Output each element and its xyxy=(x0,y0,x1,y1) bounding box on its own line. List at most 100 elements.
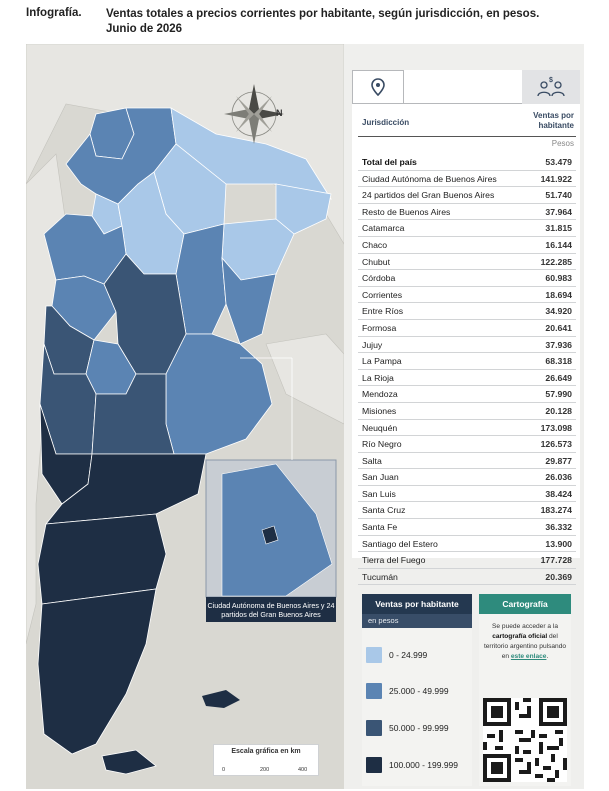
inset-caption: Ciudad Autónoma de Buenos Aires y 24 par… xyxy=(207,601,335,619)
uruguay-land xyxy=(265,333,344,425)
row-jurisdiction: 24 partidos del Gran Buenos Aires xyxy=(362,190,495,201)
table-row: La Pampa 68.318 xyxy=(358,353,576,370)
map-pin-icon xyxy=(371,78,385,96)
scale-title: Escala gráfica en km xyxy=(231,748,301,755)
row-value: 183.274 xyxy=(540,505,572,516)
cartography-title: Cartografía xyxy=(479,594,571,614)
row-value: 53.479 xyxy=(545,157,572,167)
province-tierra-del-fuego xyxy=(101,749,157,775)
legend-title: Ventas por habitante xyxy=(362,594,472,614)
row-value: 141.922 xyxy=(540,173,572,184)
row-value: 20.128 xyxy=(545,405,572,416)
row-jurisdiction: San Juan xyxy=(362,472,399,483)
row-value: 68.318 xyxy=(545,356,572,367)
province-santa-cruz xyxy=(37,588,157,755)
row-value: 20.369 xyxy=(545,571,572,582)
table-row: Tierra del Fuego 177.728 xyxy=(358,552,576,569)
qr-code-icon[interactable] xyxy=(483,698,567,782)
table-row-total: Total del país 53.479 xyxy=(358,154,576,171)
table-row: Santa Fe 36.332 xyxy=(358,519,576,536)
row-jurisdiction: Jujuy xyxy=(362,339,383,350)
table-row: Misiones 20.128 xyxy=(358,403,576,420)
scale-tick-200: 200 xyxy=(260,767,270,773)
legend-label-3: 50.000 - 99.999 xyxy=(389,723,449,733)
row-jurisdiction: Tierra del Fuego xyxy=(362,555,426,566)
data-table: $ Jurisdicción Ventas por habitante Peso… xyxy=(352,70,580,586)
table-row: Entre Ríos 34.920 xyxy=(358,303,576,320)
row-value: 26.649 xyxy=(545,372,572,383)
legend-item-2: 25.000 - 49.999 xyxy=(366,682,449,700)
svg-text:$: $ xyxy=(549,77,553,84)
cartography-link[interactable]: este enlace xyxy=(510,653,547,660)
carto-text-1: Se puede acceder a la xyxy=(492,623,558,630)
row-value: 38.424 xyxy=(545,488,572,499)
cartography-card: Cartografía Se puede acceder a la cartog… xyxy=(479,594,571,786)
row-value: 36.332 xyxy=(545,522,572,533)
row-value: 31.815 xyxy=(545,223,572,234)
row-jurisdiction: Chaco xyxy=(362,239,388,250)
row-jurisdiction: Neuquén xyxy=(362,422,398,433)
table-row: Ciudad Autónoma de Buenos Aires 141.922 xyxy=(358,171,576,188)
legend-swatch-2 xyxy=(366,683,382,699)
row-jurisdiction: Santiago del Estero xyxy=(362,538,438,549)
row-jurisdiction: Río Negro xyxy=(362,439,402,450)
legend-unit: en pesos xyxy=(362,614,472,628)
row-jurisdiction: San Luis xyxy=(362,488,396,499)
inset-gba xyxy=(221,463,333,597)
table-row: Tucumán 20.369 xyxy=(358,569,576,586)
row-value: 29.877 xyxy=(545,455,572,466)
north-label: N xyxy=(276,108,283,118)
row-jurisdiction: Mendoza xyxy=(362,389,398,400)
legend-label-4: 100.000 - 199.999 xyxy=(389,760,459,770)
legend-item-3: 50.000 - 99.999 xyxy=(366,719,449,737)
table-row: Santiago del Estero 13.900 xyxy=(358,536,576,553)
carto-text-bold: cartografía oficial xyxy=(492,633,548,640)
table-row: Corrientes 18.694 xyxy=(358,287,576,304)
province-entre-rios xyxy=(221,256,277,345)
row-jurisdiction: Resto de Buenos Aires xyxy=(362,206,451,217)
table-row: Córdoba 60.983 xyxy=(358,270,576,287)
people-money-icon: $ xyxy=(537,77,565,97)
row-jurisdiction: La Pampa xyxy=(362,356,402,367)
row-jurisdiction: La Rioja xyxy=(362,372,394,383)
row-jurisdiction: Formosa xyxy=(362,322,397,333)
row-jurisdiction: Córdoba xyxy=(362,273,396,284)
table-row: 24 partidos del Gran Buenos Aires 51.740 xyxy=(358,187,576,204)
row-value: 34.920 xyxy=(545,306,572,317)
table-row: Mendoza 57.990 xyxy=(358,386,576,403)
table-row: San Juan 26.036 xyxy=(358,469,576,486)
legend-swatch-3 xyxy=(366,720,382,736)
row-jurisdiction: Entre Ríos xyxy=(362,306,404,317)
subtitle-text: Junio de 2026 xyxy=(106,22,183,35)
row-value: 173.098 xyxy=(540,422,572,433)
inset-caption-bg xyxy=(206,597,336,622)
row-value: 177.728 xyxy=(540,555,572,566)
islas-malvinas xyxy=(202,690,240,708)
row-value: 51.740 xyxy=(545,190,572,201)
table-row: Chaco 16.144 xyxy=(358,237,576,254)
legend-label-1: 0 - 24.999 xyxy=(389,650,428,660)
row-jurisdiction: Misiones xyxy=(362,405,397,416)
row-value: 26.036 xyxy=(545,472,572,483)
tab-location[interactable] xyxy=(352,70,404,104)
row-jurisdiction: Corrientes xyxy=(362,289,403,300)
row-jurisdiction: Santa Cruz xyxy=(362,505,406,516)
table-row: Formosa 20.641 xyxy=(358,320,576,337)
province-buenos-aires xyxy=(165,333,273,455)
column-header-jurisdiction: Jurisdicción xyxy=(362,118,410,127)
tab-divider xyxy=(404,103,522,104)
scale-tick-0: 0 xyxy=(222,767,226,773)
unit-label: Pesos xyxy=(551,139,574,148)
row-jurisdiction: Santa Fe xyxy=(362,522,398,533)
tab-sales-per-capita[interactable]: $ xyxy=(522,70,580,104)
legend-swatch-1 xyxy=(366,647,382,663)
scale-tick-400: 400 xyxy=(298,767,308,773)
row-value: 18.694 xyxy=(545,289,572,300)
row-value: 57.990 xyxy=(545,389,572,400)
carto-text-end: . xyxy=(546,653,549,660)
argentina-map xyxy=(26,44,344,775)
table-row: Catamarca 31.815 xyxy=(358,220,576,237)
row-jurisdiction: Catamarca xyxy=(362,223,405,234)
legend-item-1: 0 - 24.999 xyxy=(366,646,427,664)
row-value: 60.983 xyxy=(545,273,572,284)
